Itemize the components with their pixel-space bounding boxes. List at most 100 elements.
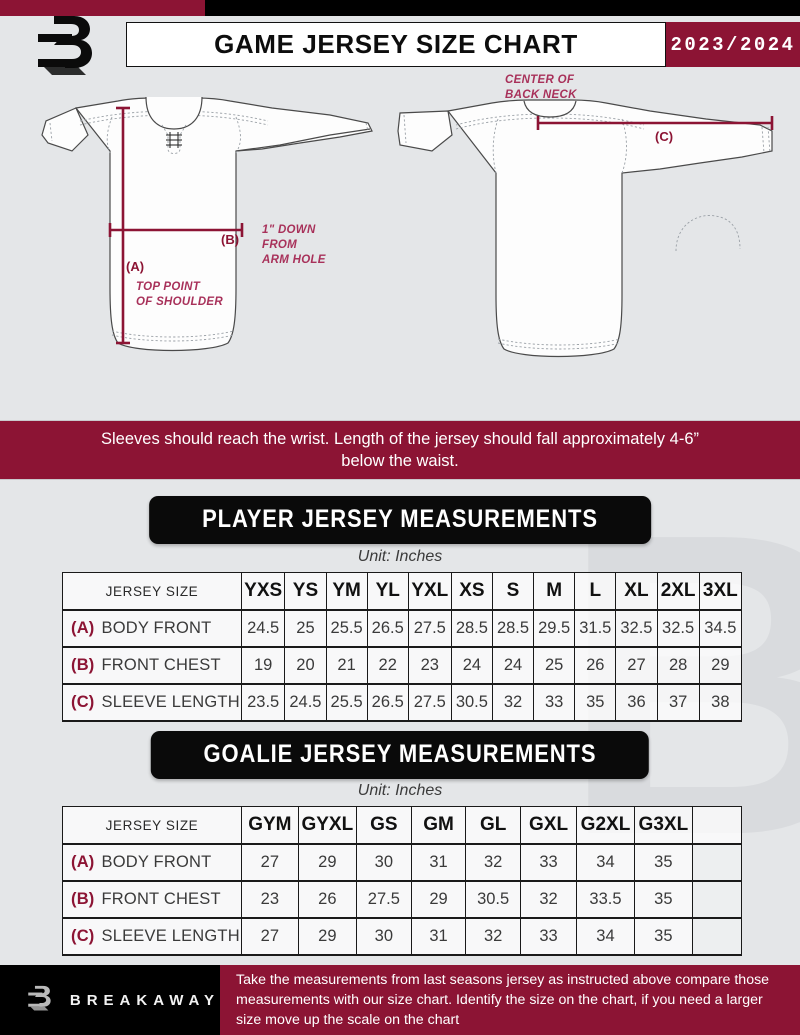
- table-row: (C) SLEEVE LENGTH 27 29 30 31 32 33 34 35: [62, 917, 743, 956]
- column-header-yxs: YXS: [240, 572, 286, 611]
- player-table-body: (A) BODY FRONT 24.5 25 25.5 26.5 27.5 28.5 28.5 2…: [62, 609, 743, 722]
- table-row: (A) BODY FRONT 27 29 30 31 32 33 34 35: [62, 843, 743, 882]
- player-corner-label: JERSEY SIZE: [62, 572, 242, 611]
- footer-message-text: Take the measurements from last seasons …: [236, 971, 770, 1029]
- marker-a-note-line2: OF SHOULDER: [136, 296, 223, 308]
- player-measurements-table: JERSEY SIZE YXS YS YM YL YXL XS S M L XL 2XL 3XL (A…: [62, 572, 743, 722]
- top-accent-strip: [0, 0, 800, 16]
- goalie-corner-label: JERSEY SIZE: [62, 806, 242, 845]
- goalie-measurements-table-wrap: JERSEY SIZE GYM GYXL GS GM GL GXL G2XL G3XL (A)…: [62, 806, 743, 956]
- measurement-cell: 26: [297, 880, 357, 919]
- measurement-cell: [691, 880, 743, 919]
- column-header-m: M: [533, 572, 576, 611]
- measurement-cell: 36: [615, 683, 658, 722]
- marker-b-note-line2: FROM: [262, 239, 297, 251]
- measurement-cell: 31: [410, 843, 467, 882]
- column-header-gl: GL: [465, 806, 522, 845]
- measurement-cell: 35: [574, 683, 617, 722]
- measurement-cell: 25: [533, 646, 576, 685]
- measurement-cell: 35: [633, 843, 693, 882]
- measurement-cell: 27: [240, 843, 299, 882]
- column-header-xl: XL: [615, 572, 658, 611]
- column-header-gm: GM: [410, 806, 467, 845]
- row-label-text: SLEEVE LENGTH: [101, 693, 240, 711]
- jersey-back-illustration: (C) CENTER OF BACK NECK: [397, 74, 774, 358]
- measurement-cell: 24: [491, 646, 535, 685]
- measurement-cell: 29: [297, 843, 357, 882]
- top-strip-maroon: [0, 0, 205, 16]
- measurement-cell: 24: [450, 646, 493, 685]
- measurement-cell: 24.5: [240, 609, 286, 648]
- column-header-ys: YS: [284, 572, 327, 611]
- measurement-cell: 23: [240, 880, 299, 919]
- row-label: (B) FRONT CHEST: [62, 880, 242, 919]
- measurement-cell: 38: [698, 683, 743, 722]
- measurement-cell: 30: [355, 917, 412, 956]
- column-header-ym: YM: [325, 572, 368, 611]
- player-measurements-heading-label: PLAYER JERSEY MEASUREMENTS: [202, 505, 598, 533]
- player-unit-label: Unit: Inches: [357, 548, 443, 565]
- fit-note-banner: Sleeves should reach the wrist. Length o…: [0, 420, 800, 480]
- measurement-cell: 27.5: [355, 880, 412, 919]
- column-header-2xl: 2XL: [656, 572, 700, 611]
- table-header-row: JERSEY SIZE YXS YS YM YL YXL XS S M L XL 2XL 3XL: [62, 572, 743, 611]
- measurement-cell: 32: [520, 880, 578, 919]
- goalie-measurements-table: JERSEY SIZE GYM GYXL GS GM GL GXL G2XL G3XL (A)…: [62, 806, 743, 956]
- footer-brand-box: BREAKAWAY: [0, 965, 220, 1035]
- measurement-cell: 34.5: [698, 609, 743, 648]
- jersey-front-illustration: (B) (A) TOP POINT OF SHOULDER 1" DOWN FR…: [41, 96, 373, 352]
- back-neck-note-line2: BACK NECK: [505, 89, 577, 101]
- column-header-gyxl: GYXL: [297, 806, 357, 845]
- measurement-cell: 29.5: [533, 609, 576, 648]
- footer-message-box: Take the measurements from last seasons …: [220, 965, 800, 1035]
- measurement-cell: 28.5: [491, 609, 535, 648]
- row-label-text: BODY FRONT: [101, 853, 212, 871]
- row-key: (C): [71, 927, 95, 945]
- column-header-gxl: GXL: [520, 806, 578, 845]
- measurement-cell: 33: [533, 683, 576, 722]
- measurement-cell: 35: [633, 917, 693, 956]
- column-header-yl: YL: [366, 572, 409, 611]
- measurement-cell: [691, 843, 743, 882]
- marker-b-note-line3: ARM HOLE: [261, 254, 326, 266]
- measurement-cell: 32.5: [656, 609, 700, 648]
- measurement-cell: 33: [520, 917, 578, 956]
- goalie-measurements-heading-label: GOALIE JERSEY MEASUREMENTS: [203, 740, 597, 768]
- measurement-cell: 27.5: [407, 609, 452, 648]
- measurement-cell: 26.5: [366, 683, 409, 722]
- measurement-cell: 25: [284, 609, 327, 648]
- table-row: (C) SLEEVE LENGTH 23.5 24.5 25.5 26.5 27.5 30.5…: [62, 683, 743, 722]
- row-label: (C) SLEEVE LENGTH: [62, 683, 242, 722]
- row-label-text: BODY FRONT: [101, 619, 212, 637]
- row-label-text: FRONT CHEST: [101, 890, 221, 908]
- table-header-row: JERSEY SIZE GYM GYXL GS GM GL GXL G2XL G3XL: [62, 806, 743, 845]
- measurement-cell: 25.5: [325, 609, 368, 648]
- page-header: GAME JERSEY SIZE CHART 2023/2024: [0, 16, 800, 75]
- title-band: GAME JERSEY SIZE CHART: [126, 22, 666, 67]
- table-row: (A) BODY FRONT 24.5 25 25.5 26.5 27.5 28.5 28.5 2…: [62, 609, 743, 648]
- row-key: (B): [71, 890, 95, 908]
- measurement-cell: 23.5: [240, 683, 286, 722]
- page-title: GAME JERSEY SIZE CHART: [214, 29, 578, 59]
- column-header-gs: GS: [355, 806, 412, 845]
- column-header-g2xl: G2XL: [576, 806, 635, 845]
- breakaway-b-logo-icon: [28, 985, 51, 1011]
- measurement-cell: 29: [297, 917, 357, 956]
- measurement-cell: 25.5: [325, 683, 368, 722]
- row-key: (A): [71, 853, 95, 871]
- measurement-cell: 30.5: [450, 683, 493, 722]
- column-header-xs: XS: [450, 572, 493, 611]
- measurement-cell: 21: [325, 646, 368, 685]
- back-neck-note-line1: CENTER OF: [505, 74, 575, 86]
- row-label: (A) BODY FRONT: [62, 843, 242, 882]
- measurement-cell: 32: [465, 917, 522, 956]
- measurement-cell: 27: [240, 917, 299, 956]
- measurement-cell: 30.5: [465, 880, 522, 919]
- jersey-diagram: .ol{fill:#fdfdfd;stroke:#4a4a4a;stroke-w…: [0, 73, 800, 420]
- measurement-cell: [691, 917, 743, 956]
- measurement-cell: 31.5: [574, 609, 617, 648]
- season-badge: 2023/2024: [666, 22, 800, 67]
- column-header-yxl: YXL: [407, 572, 452, 611]
- measurement-cell: 32.5: [615, 609, 658, 648]
- measurement-cell: 29: [410, 880, 467, 919]
